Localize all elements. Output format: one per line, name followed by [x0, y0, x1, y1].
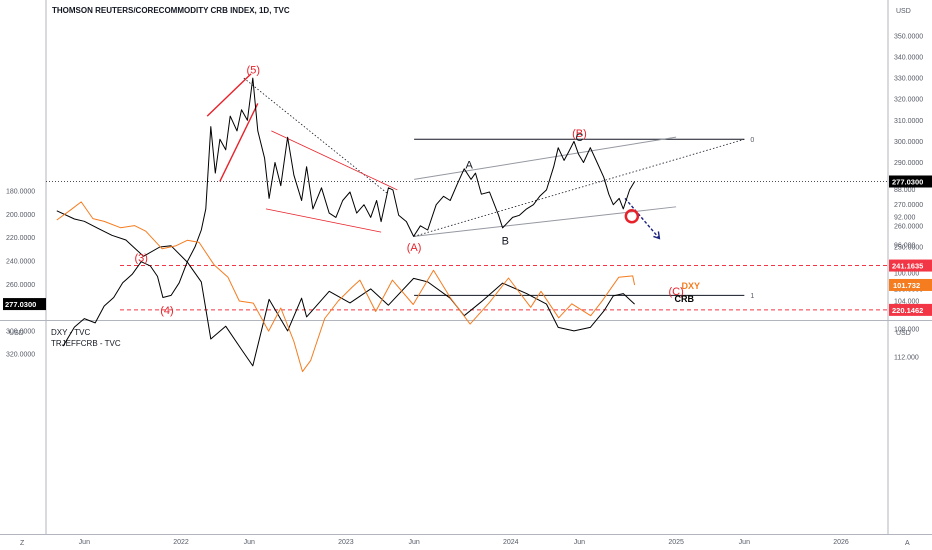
upper-y-tick-label: 350.0000 — [894, 33, 923, 40]
lower-left-y-tick-label: 200.0000 — [6, 212, 35, 219]
x-tick-label: 2022 — [173, 539, 189, 546]
upper-y-tick-label: 340.0000 — [894, 55, 923, 62]
crb-last-badge-bg — [3, 298, 46, 311]
upper-y-tick-label: 260.0000 — [894, 223, 923, 230]
lower-left-y-tick-label: 300.0000 — [6, 328, 35, 335]
fib-level-label: 1 — [750, 293, 754, 300]
triangle-lower-line — [414, 206, 677, 237]
currency-lower-right[interactable]: USD — [896, 330, 911, 337]
x-tick-label: Jun — [574, 539, 585, 546]
x-tick-label: Jun — [244, 539, 255, 546]
lower-left-y-tick-label: 320.0000 — [6, 352, 35, 359]
crb-last-badge-text: 277.0300 — [5, 300, 36, 309]
crb-series-line — [56, 210, 635, 367]
channel-upper-line — [271, 130, 398, 191]
projection-arrow-line — [624, 197, 660, 239]
corner-zoom-left[interactable]: Z — [20, 540, 25, 547]
lower-right-y-tick-label: 92.000 — [894, 215, 916, 222]
x-tick-label: Jun — [739, 539, 750, 546]
lower-left-y-tick-label: 180.0000 — [6, 189, 35, 196]
fib-level-label: 0 — [750, 137, 754, 144]
lower-left-y-tick-label: 220.0000 — [6, 235, 35, 242]
crb-price-line — [62, 77, 636, 347]
labels-overlay: (5) (3) (4) (A) (B) (C) A B C 0 1 241.1635 220.1462 2… — [3, 65, 932, 317]
projection-arrow-head — [653, 231, 661, 240]
x-tick-label: 2023 — [338, 539, 354, 546]
x-tick-label: 2024 — [503, 539, 519, 546]
target-circle-marker — [624, 209, 640, 224]
x-tick-label: 2026 — [833, 539, 849, 546]
dxy-series-label: DXY — [682, 281, 701, 291]
upper-y-tick-label: 320.0000 — [894, 97, 923, 104]
wedge-upper-line — [206, 73, 252, 117]
wave-label: (3) — [135, 252, 148, 264]
x-tick-label: Jun — [79, 539, 90, 546]
wave-label: A — [466, 160, 474, 172]
crb-series-label: CRB — [675, 294, 695, 304]
level-price-badge-bg — [889, 259, 932, 272]
wave-label: (B) — [572, 128, 587, 140]
chart-title: THOMSON REUTERS/CORECOMMODITY CRB INDEX,… — [52, 6, 290, 15]
lower-series — [56, 201, 636, 373]
wave-label: (4) — [160, 305, 173, 317]
channel-lower-line — [265, 208, 382, 233]
upper-price-axis: 350.0000 340.0000 330.0000 320.0000 310.0000… — [894, 33, 923, 293]
upper-y-tick-label: 310.0000 — [894, 118, 923, 125]
lower-right-y-tick-label: 96.000 — [894, 243, 916, 250]
level-price-badge-text: 220.1462 — [892, 306, 923, 315]
lower-right-y-tick-label: 100.000 — [894, 271, 919, 278]
wave-label: B — [502, 236, 509, 248]
currency-top[interactable]: USD — [896, 8, 911, 15]
upper-y-tick-label: 270.0000 — [894, 202, 923, 209]
x-tick-label: 2025 — [668, 539, 684, 546]
legend-crb[interactable]: TRJEFFCRB - TVC — [51, 339, 121, 348]
lower-left-y-tick-label: 260.0000 — [6, 282, 35, 289]
currency-lower-left[interactable]: USD — [9, 330, 24, 337]
upper-y-tick-label: 250.0000 — [894, 244, 923, 251]
upper-y-tick-label: 290.0000 — [894, 160, 923, 167]
x-tick-label: Jun — [408, 539, 419, 546]
dxy-series-line — [56, 201, 636, 373]
upper-series — [62, 77, 636, 347]
dotted-trendline-rising — [413, 138, 745, 237]
last-price-badge-text: 277.0300 — [892, 177, 923, 186]
lower-right-y-tick-label: 88.000 — [894, 187, 916, 194]
wave-drawings — [46, 73, 888, 311]
level-price-badge-bg — [889, 303, 932, 316]
lower-left-y-tick-label: 240.0000 — [6, 258, 35, 265]
lower-right-y-tick-label: 112.000 — [894, 354, 919, 361]
upper-y-tick-label: 300.0000 — [894, 139, 923, 146]
wave-label: C — [575, 132, 583, 144]
dxy-last-badge-text: 101.732 — [893, 281, 920, 290]
upper-y-tick-label: 330.0000 — [894, 76, 923, 83]
triangle-upper-line — [414, 136, 677, 180]
dxy-last-badge-bg — [889, 278, 932, 291]
corner-auto-right[interactable]: A — [905, 540, 910, 547]
last-price-badge-bg — [889, 175, 932, 188]
lower-right-y-tick-label: 104.000 — [894, 299, 919, 306]
wave-label: (A) — [407, 242, 422, 254]
wedge-lower-line — [219, 103, 259, 182]
lower-right-y-tick-label: 108.000 — [894, 326, 919, 333]
level-price-badge-text: 241.1635 — [892, 262, 923, 271]
wave-label: (5) — [247, 65, 260, 77]
time-axis: Jun 2022 Jun 2023 Jun 2024 Jun 2025 Jun 2026 — [79, 539, 849, 546]
wave-label: (C) — [668, 286, 683, 298]
upper-pane-frame — [46, 0, 888, 320]
